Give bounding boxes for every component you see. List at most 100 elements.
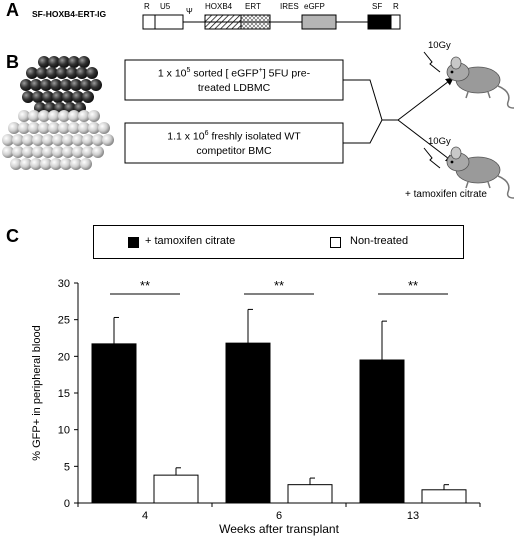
cell — [32, 134, 44, 146]
cell — [82, 146, 94, 158]
cell — [52, 134, 64, 146]
cell — [32, 91, 44, 103]
hoxb4-segment — [204, 14, 242, 30]
cell — [22, 146, 34, 158]
irradiation-bolt-top — [423, 51, 441, 73]
cell — [78, 56, 90, 68]
ltr-left-box — [142, 14, 184, 30]
cell — [38, 122, 50, 134]
cell — [22, 91, 34, 103]
y-axis-label: % GFP+ in peripheral blood — [31, 325, 43, 460]
y-tick-label: 5 — [64, 461, 70, 473]
cell — [42, 146, 54, 158]
cell — [28, 122, 40, 134]
cell — [18, 122, 30, 134]
cell — [58, 110, 70, 122]
construct-name: SF-HOXB4-ERT-IG — [32, 9, 107, 19]
panel-c-letter: C — [6, 226, 19, 246]
competitor-cells-cluster — [2, 110, 114, 170]
cell — [62, 146, 74, 158]
bar-untreated — [421, 489, 467, 504]
cell — [50, 158, 62, 170]
cell — [40, 79, 52, 91]
segment-label-hoxb4: HOXB4 — [205, 2, 233, 11]
cell — [8, 122, 20, 134]
cell — [48, 110, 60, 122]
y-tick-label: 25 — [58, 315, 70, 327]
cell — [72, 134, 84, 146]
cell — [28, 110, 40, 122]
cell — [20, 158, 32, 170]
y-tick-label: 15 — [58, 388, 70, 400]
vector-construct-diagram — [142, 14, 401, 30]
cell — [68, 56, 80, 68]
cell — [70, 158, 82, 170]
segment-label-psi: Ψ — [186, 7, 193, 16]
cell — [86, 67, 98, 79]
cell — [30, 79, 42, 91]
legend-label-treated: + tamoxifen citrate — [145, 235, 236, 247]
cell — [32, 146, 44, 158]
competitor-cells-label: 1.1 x 106 freshly isolated WT competitor… — [167, 130, 301, 157]
mouse-icon-control — [446, 56, 515, 109]
x-tick-label: 4 — [142, 510, 148, 522]
cell — [38, 110, 50, 122]
egfp-segment — [301, 14, 337, 30]
segment-label-r-right: R — [393, 2, 399, 11]
cell — [98, 122, 110, 134]
legend-swatch-treated — [128, 237, 139, 248]
cell — [2, 146, 14, 158]
transplant-scheme — [2, 51, 515, 199]
sf-segment — [367, 14, 392, 30]
legend-label-untreated: Non-treated — [350, 235, 409, 247]
cell — [102, 134, 114, 146]
cell — [42, 134, 54, 146]
segment-label-u5: U5 — [160, 2, 171, 11]
cell — [92, 134, 104, 146]
bar-treated — [91, 343, 137, 504]
cell — [90, 79, 102, 91]
significance-marker: ** — [140, 278, 150, 293]
ert-segment — [240, 14, 271, 30]
y-tick-label: 0 — [64, 498, 70, 510]
cell — [72, 91, 84, 103]
legend-swatch-untreated — [330, 237, 341, 248]
cell — [76, 67, 88, 79]
mouse-icon-treated — [446, 146, 515, 199]
cell — [58, 56, 70, 68]
sorted-cells-box — [124, 59, 344, 101]
cell — [92, 146, 104, 158]
cell — [52, 91, 64, 103]
cell — [48, 122, 60, 134]
cell — [26, 67, 38, 79]
bar-treated — [359, 359, 405, 504]
bar-untreated — [287, 484, 333, 504]
significance-marker: ** — [274, 278, 284, 293]
cell — [50, 79, 62, 91]
cell — [82, 91, 94, 103]
irradiation-dose-top: 10Gy — [428, 40, 451, 51]
cell — [88, 122, 100, 134]
competitor-cells-box — [124, 122, 344, 164]
cell — [12, 146, 24, 158]
segment-label-ires: IRES — [280, 2, 299, 11]
cell — [72, 146, 84, 158]
segment-label-ert: ERT — [245, 2, 261, 11]
treated-mouse-label: + tamoxifen citrate — [405, 189, 487, 200]
arrow-to-control-mouse — [397, 77, 454, 121]
gfp-bar-chart: 0 5 10 15 20 25 30 ** 4 ** 6 ** 13 Weeks after transp… — [31, 278, 481, 536]
cell — [10, 158, 22, 170]
ltr-right-box — [390, 14, 401, 30]
cell — [62, 134, 74, 146]
cell — [40, 158, 52, 170]
y-tick-label: 20 — [58, 351, 70, 363]
cell — [60, 158, 72, 170]
cell — [68, 110, 80, 122]
panel-b-letter: B — [6, 52, 19, 72]
cell — [12, 134, 24, 146]
x-tick-label: 6 — [276, 510, 282, 522]
irradiation-bolt-bottom — [423, 147, 441, 169]
x-tick-label: 13 — [407, 510, 419, 522]
y-tick-label: 30 — [58, 278, 70, 290]
sorted-cells-label: 1 x 105 sorted [ eGFP+] 5FU pre- treated… — [157, 67, 311, 94]
